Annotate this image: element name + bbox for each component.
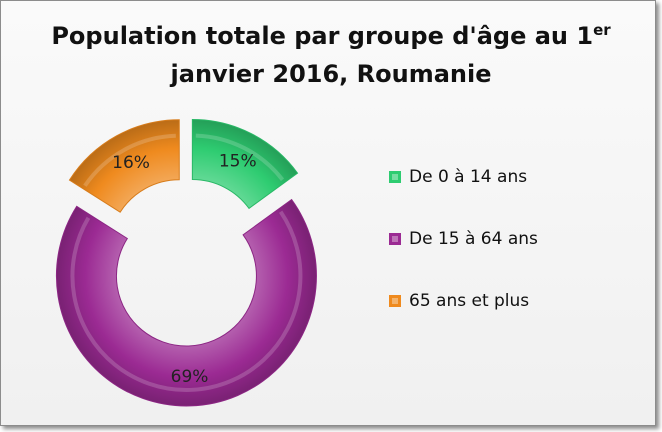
- donut-slice-65-plus: [68, 119, 180, 213]
- data-label-15-64: 69%: [171, 367, 209, 387]
- legend-swatch-15-64: [389, 233, 401, 245]
- legend-label-0-14: De 0 à 14 ans: [409, 167, 528, 187]
- donut-slice-15-64: [55, 198, 317, 407]
- legend-label-15-64: De 15 à 64 ans: [409, 229, 538, 249]
- title-superscript: er: [593, 21, 611, 39]
- data-label-65-plus: 16%: [112, 153, 150, 173]
- donut-chart: 15% 69% 16%: [55, 119, 317, 407]
- donut-bevel-15-64: [70, 210, 303, 392]
- legend-item-65-plus: 65 ans et plus: [389, 291, 538, 311]
- donut-slice-0-14: [191, 119, 299, 210]
- legend-swatch-0-14: [389, 171, 401, 183]
- donut-bevel-65-plus: [83, 133, 176, 187]
- legend-swatch-65-plus: [389, 295, 401, 307]
- legend: De 0 à 14 ans De 15 à 64 ans 65 ans et p…: [389, 167, 538, 353]
- donut-bevel-0-14: [195, 133, 285, 182]
- chart-area: Population totale par groupe d'âge au 1e…: [0, 0, 656, 426]
- legend-item-15-64: De 15 à 64 ans: [389, 229, 538, 249]
- legend-label-65-plus: 65 ans et plus: [409, 291, 530, 311]
- title-line-2: janvier 2016, Roumanie: [170, 60, 492, 88]
- chart-title: Population totale par groupe d'âge au 1e…: [31, 17, 631, 93]
- title-line-1: Population totale par groupe d'âge au 1: [51, 22, 594, 50]
- data-label-0-14: 15%: [219, 151, 257, 171]
- legend-item-0-14: De 0 à 14 ans: [389, 167, 538, 187]
